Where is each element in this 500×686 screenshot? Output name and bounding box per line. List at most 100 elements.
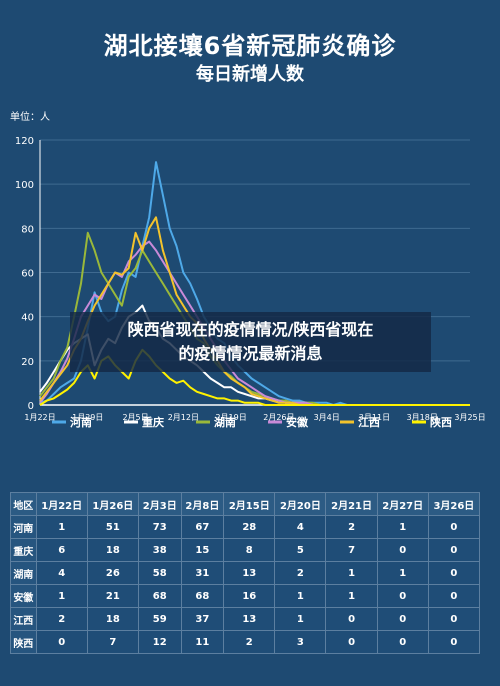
table-cell: 37 <box>180 607 225 631</box>
table-cell: 2 <box>274 561 327 585</box>
table-cell: 12 <box>137 630 182 654</box>
table-header-cell: 1月22日 <box>35 492 88 516</box>
table-cell: 13 <box>223 561 276 585</box>
table-cell: 13 <box>223 607 276 631</box>
y-tick-label: 20 <box>21 357 34 368</box>
data-table: 地区 1月22日 1月26日 2月3日 2月8日 2月15日 2月20日 2月21日 2月27日… <box>10 492 481 654</box>
y-tick-label: 40 <box>21 313 34 324</box>
table-region-cell: 湖南 <box>10 561 37 585</box>
banner-line-2: 的疫情情况最新消息 <box>178 344 323 363</box>
table-cell: 38 <box>137 538 182 562</box>
x-tick-label: 2月26日 <box>263 413 294 422</box>
table-cell: 0 <box>427 515 481 539</box>
table-cell: 8 <box>223 538 276 562</box>
table-cell: 0 <box>376 584 429 608</box>
table-header-cell: 2月27日 <box>376 492 429 516</box>
overlay-banner: 陕西省现在的疫情情况/陕西省现在 的疫情情况最新消息 <box>70 312 431 372</box>
table-header-cell: 3月26日 <box>427 492 481 516</box>
unit-label: 单位：人 <box>10 112 50 123</box>
table-cell: 4 <box>274 515 327 539</box>
table-header-cell: 2月8日 <box>180 492 225 516</box>
y-tick-label: 60 <box>21 269 34 280</box>
table-cell: 11 <box>180 630 225 654</box>
table-cell: 2 <box>325 515 378 539</box>
x-tick-label: 2月19日 <box>215 413 246 422</box>
legend-label: 安徽 <box>286 415 309 429</box>
table-row: 陕西 0 7 12 11 2 3 0 0 0 <box>10 630 481 654</box>
table-row: 湖南 4 26 58 31 13 2 1 1 0 <box>10 561 481 585</box>
table-cell: 0 <box>325 607 378 631</box>
table-body: 河南 1 51 73 67 28 4 2 1 0 重庆 6 18 38 15 8 5 7 0 0 湖南 4 26 58 31 13… <box>10 515 481 654</box>
chart-subtitle: 每日新增人数 <box>196 64 304 85</box>
table-region-cell: 河南 <box>10 515 37 539</box>
table-cell: 1 <box>376 515 429 539</box>
table-cell: 1 <box>274 584 327 608</box>
table-cell: 73 <box>137 515 182 539</box>
table-cell: 15 <box>180 538 225 562</box>
table-cell: 0 <box>35 630 88 654</box>
table-cell: 18 <box>86 607 139 631</box>
table-row: 河南 1 51 73 67 28 4 2 1 0 <box>10 515 481 539</box>
table-row: 江西 2 18 59 37 13 1 0 0 0 <box>10 607 481 631</box>
table-region-cell: 重庆 <box>10 538 37 562</box>
table-header-cell: 地区 <box>10 492 37 516</box>
table-cell: 5 <box>274 538 327 562</box>
table-cell: 1 <box>325 561 378 585</box>
table-header-cell: 2月21日 <box>325 492 378 516</box>
legend-label: 湖南 <box>214 415 236 429</box>
legend-label: 江西 <box>358 415 380 429</box>
y-tick-label: 100 <box>15 180 34 191</box>
table-cell: 1 <box>325 584 378 608</box>
table-cell: 21 <box>86 584 139 608</box>
x-tick-label: 2月12日 <box>168 413 199 422</box>
y-tick-label: 80 <box>21 224 34 235</box>
table-cell: 1 <box>35 515 88 539</box>
line-chart: 0 20 40 60 80 100 120 1月22日 1月29日 2月5日 2月12日 2月19日 2… <box>15 136 486 429</box>
x-tick-label: 3月11日 <box>359 413 390 422</box>
table-cell: 0 <box>325 630 378 654</box>
x-tick-label: 3月18日 <box>407 413 438 422</box>
table-cell: 3 <box>274 630 327 654</box>
legend-label: 重庆 <box>142 415 164 429</box>
table-cell: 7 <box>325 538 378 562</box>
table-cell: 67 <box>180 515 225 539</box>
table-header-cell: 2月3日 <box>137 492 182 516</box>
x-tick-label: 1月29日 <box>72 413 103 422</box>
table-cell: 18 <box>86 538 139 562</box>
table-cell: 0 <box>376 630 429 654</box>
table-cell: 16 <box>223 584 276 608</box>
table-row: 安徽 1 21 68 68 16 1 1 0 0 <box>10 584 481 608</box>
table-region-cell: 江西 <box>10 607 37 631</box>
table-cell: 7 <box>86 630 139 654</box>
banner-line-1: 陕西省现在的疫情情况/陕西省现在 <box>127 320 374 339</box>
x-tick-label: 2月5日 <box>122 413 148 422</box>
table-cell: 0 <box>427 584 481 608</box>
y-tick-label: 120 <box>15 136 34 147</box>
table-cell: 28 <box>223 515 276 539</box>
table-header-cell: 2月15日 <box>223 492 276 516</box>
table-row: 重庆 6 18 38 15 8 5 7 0 0 <box>10 538 481 562</box>
table-cell: 26 <box>86 561 139 585</box>
table-cell: 4 <box>35 561 88 585</box>
x-tick-label: 1月22日 <box>24 413 55 422</box>
table-cell: 51 <box>86 515 139 539</box>
table-cell: 0 <box>376 607 429 631</box>
table-region-cell: 陕西 <box>10 630 37 654</box>
chart-title: 湖北接壤6省新冠肺炎确诊 <box>103 32 397 60</box>
table-cell: 1 <box>35 584 88 608</box>
table-cell: 59 <box>137 607 182 631</box>
legend-label: 陕西 <box>430 415 452 429</box>
table-cell: 68 <box>180 584 225 608</box>
table-header-row: 地区 1月22日 1月26日 2月3日 2月8日 2月15日 2月20日 2月21日 2月27日… <box>10 492 481 516</box>
table-cell: 0 <box>376 538 429 562</box>
table-header-cell: 1月26日 <box>86 492 139 516</box>
table-cell: 31 <box>180 561 225 585</box>
table-header-cell: 2月20日 <box>274 492 327 516</box>
table-cell: 58 <box>137 561 182 585</box>
table-cell: 1 <box>376 561 429 585</box>
table-cell: 0 <box>427 561 481 585</box>
x-tick-label: 3月25日 <box>454 413 485 422</box>
table-cell: 6 <box>35 538 88 562</box>
table-cell: 68 <box>137 584 182 608</box>
table-cell: 0 <box>427 630 481 654</box>
